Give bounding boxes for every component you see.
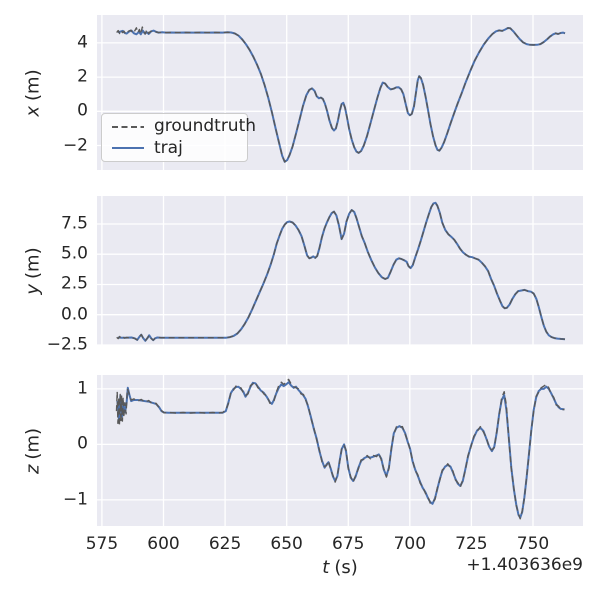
y-tick-label: −2 xyxy=(62,135,88,156)
y-tick-label: −1 xyxy=(62,489,88,510)
legend: groundtruth traj xyxy=(101,113,256,162)
x-tick-label: 725 xyxy=(455,534,488,554)
legend-label-groundtruth: groundtruth xyxy=(154,116,257,137)
y-tick-label: 0 xyxy=(77,100,88,121)
x-axis-label: t (s) xyxy=(97,557,583,578)
y-tick-label: 2.5 xyxy=(60,273,88,294)
series-groundtruth-x xyxy=(116,26,566,163)
x-tick-label: 650 xyxy=(270,534,303,554)
subplot-canvas-x xyxy=(97,15,583,170)
subplot-canvas-z xyxy=(97,375,583,526)
subplot-z xyxy=(97,375,583,526)
y-tick-label: 0 xyxy=(77,433,88,454)
groundtruth-dashed-line-sample xyxy=(112,125,144,128)
series-groundtruth-z xyxy=(115,378,565,520)
ylabel-variable: z xyxy=(22,464,44,474)
traj-solid-line-sample xyxy=(112,147,144,150)
y-tick-label: 1 xyxy=(77,378,88,399)
y-tick-label: 7.5 xyxy=(60,213,88,234)
y-tick-label: −2.5 xyxy=(46,334,88,355)
subplot-y xyxy=(97,196,583,345)
subplot-canvas-y xyxy=(97,196,583,345)
x-tick-label: 625 xyxy=(208,534,242,554)
legend-entry-groundtruth: groundtruth xyxy=(102,117,256,136)
legend-label-traj: traj xyxy=(154,138,183,158)
y-tick-label: 4 xyxy=(77,32,88,53)
x-tick-label: 700 xyxy=(393,534,427,554)
y-tick-label: 0.0 xyxy=(60,304,88,325)
legend-entry-traj: traj xyxy=(102,139,247,158)
x-tick-label: 575 xyxy=(85,534,119,554)
x-tick-label: 600 xyxy=(147,534,180,554)
y-tick-label: 5.0 xyxy=(60,243,88,264)
x-tick-label: 675 xyxy=(332,534,365,554)
x-tick-label: 750 xyxy=(516,534,550,554)
y-tick-label: 2 xyxy=(77,66,88,87)
series-groundtruth-y xyxy=(116,202,566,342)
x-axis-offset-text: +1.403636e9 xyxy=(466,555,583,575)
xlabel-unit: (s) xyxy=(334,557,358,578)
xlabel-variable: t xyxy=(322,557,330,578)
